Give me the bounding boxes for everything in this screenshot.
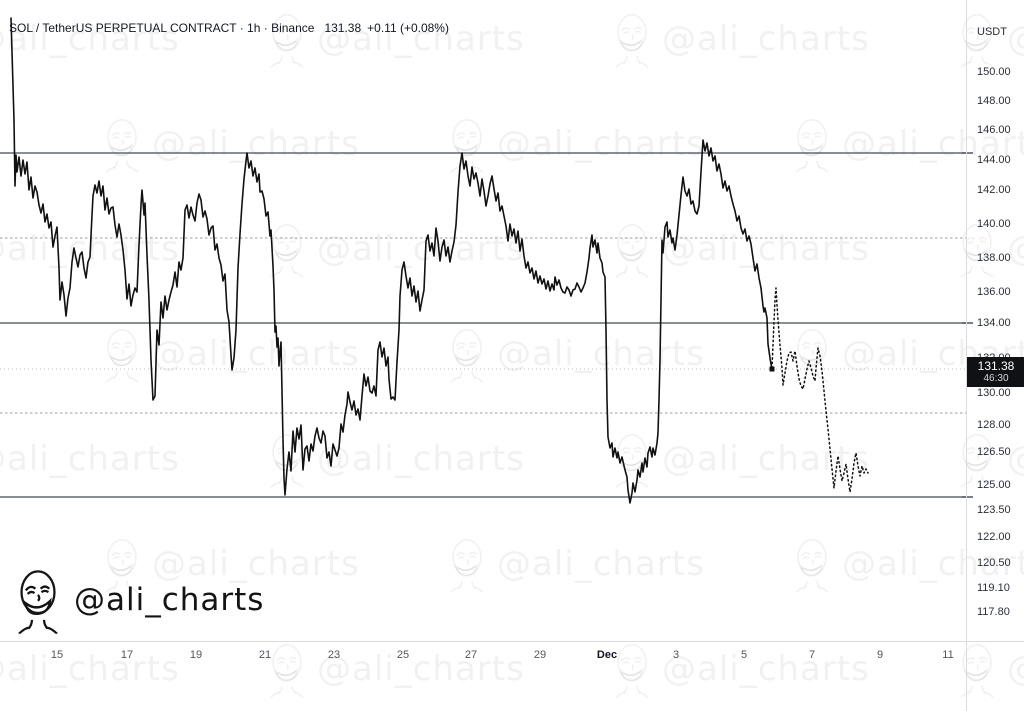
price-tick-label: 130.00	[977, 387, 1011, 399]
time-tick-label: 5	[740, 649, 748, 661]
price-axis[interactable]: USDT 150.00 148.00 146.00 144.00 142.00 140.0…	[966, 0, 1024, 711]
price-tick-label: 122.00	[977, 531, 1011, 543]
symbol-title-text[interactable]: SOL / TetherUS PERPETUAL CONTRACT · 1h ·…	[9, 21, 315, 35]
time-tick-label: 19	[189, 649, 203, 661]
price-tick-label: 138.00	[977, 252, 1011, 264]
badge-price: 131.38	[977, 359, 1015, 373]
price-line	[10, 17, 773, 504]
last-price-badge: 131.38 46:30	[967, 357, 1024, 387]
time-tick-label: 15	[50, 649, 64, 661]
price-tick-label: 136.00	[977, 286, 1011, 298]
projection-line	[771, 287, 869, 493]
price-tick-label: 120.50	[977, 557, 1011, 569]
currency-label: USDT	[977, 26, 1007, 38]
time-tick-label: 3	[672, 649, 680, 661]
price-tick-label: 148.00	[977, 95, 1011, 107]
time-tick-label: 9	[876, 649, 884, 661]
price-tick-label: 119.10	[977, 582, 1010, 594]
price-change: +0.11 (+0.08%)	[367, 21, 449, 35]
time-tick-label: 23	[327, 649, 341, 661]
brand-logo: @ali_charts	[12, 563, 264, 637]
time-tick-label: 17	[120, 649, 134, 661]
price-tick-label: 126.50	[977, 446, 1011, 458]
price-tick-label: 142.00	[977, 184, 1011, 196]
price-tick-label: 146.00	[977, 124, 1011, 136]
price-tick-label: 123.50	[977, 504, 1011, 516]
price-tick-label: 150.00	[977, 66, 1011, 78]
time-tick-label: 7	[808, 649, 816, 661]
last-price-marker	[769, 366, 775, 372]
price-tick-label: 134.00	[977, 317, 1011, 329]
time-tick-label: 11	[942, 649, 954, 661]
price-tick-label: 128.00	[977, 419, 1011, 431]
price-tick-label: 117.80	[977, 606, 1010, 618]
time-tick-label: 27	[464, 649, 478, 661]
symbol-title[interactable]: SOL / TetherUS PERPETUAL CONTRACT · 1h ·…	[9, 21, 449, 35]
laughing-face-icon	[12, 563, 64, 637]
price-tick-label: 144.00	[977, 154, 1011, 166]
brand-handle: @ali_charts	[74, 582, 265, 618]
time-tick-label: Dec	[596, 649, 618, 661]
badge-countdown: 46:30	[983, 373, 1009, 384]
time-tick-label: 29	[533, 649, 547, 661]
time-axis[interactable]: 15 17 19 21 23 25 27 29 Dec 3 5 7 9 11	[0, 641, 1024, 711]
time-tick-label: 25	[396, 649, 410, 661]
price-tick-label: 125.00	[977, 479, 1011, 491]
time-tick-label: 21	[258, 649, 272, 661]
price-tick-label: 140.00	[977, 218, 1011, 230]
last-price: 131.38	[324, 21, 362, 35]
